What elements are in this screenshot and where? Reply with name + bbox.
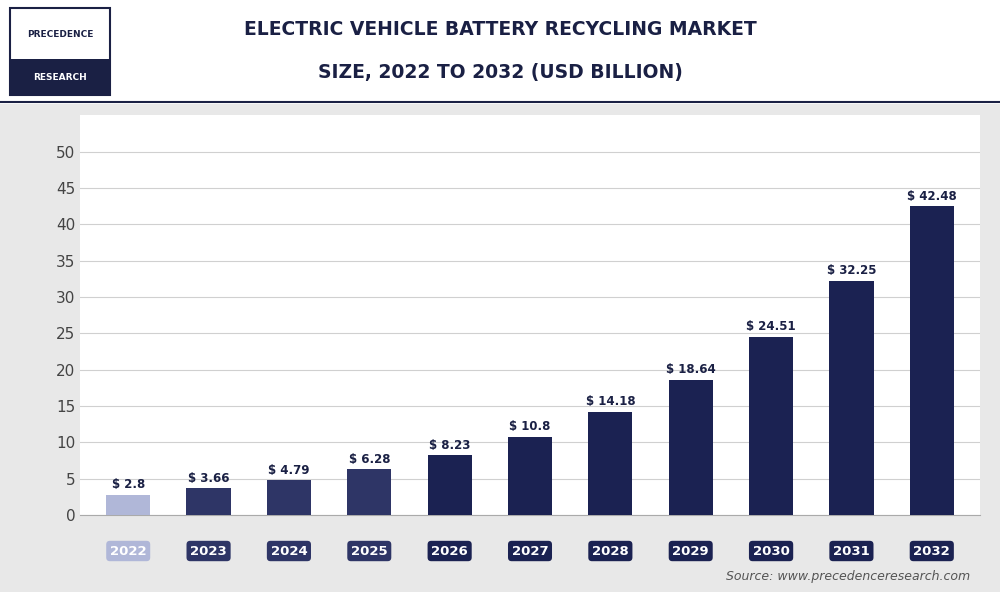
Bar [910, 207, 954, 515]
Text: 2030: 2030 [753, 545, 790, 558]
Bar [508, 436, 552, 515]
Text: 2024: 2024 [271, 545, 307, 558]
FancyBboxPatch shape [10, 8, 110, 95]
Bar [588, 412, 632, 515]
Text: $ 24.51: $ 24.51 [746, 320, 796, 333]
Bar [186, 488, 231, 515]
Text: $ 14.18: $ 14.18 [586, 395, 635, 408]
Bar [267, 480, 311, 515]
Text: 2022: 2022 [110, 545, 147, 558]
Text: 2029: 2029 [672, 545, 709, 558]
Text: 2032: 2032 [913, 545, 950, 558]
Bar [749, 337, 793, 515]
Text: 2027: 2027 [512, 545, 548, 558]
Text: 2023: 2023 [190, 545, 227, 558]
Bar [10, 59, 110, 95]
Text: PRECEDENCE: PRECEDENCE [27, 30, 93, 39]
Text: SIZE, 2022 TO 2032 (USD BILLION): SIZE, 2022 TO 2032 (USD BILLION) [318, 63, 682, 82]
Text: 2028: 2028 [592, 545, 629, 558]
Text: $ 6.28: $ 6.28 [349, 453, 390, 466]
Bar [829, 281, 874, 515]
Text: ELECTRIC VEHICLE BATTERY RECYCLING MARKET: ELECTRIC VEHICLE BATTERY RECYCLING MARKE… [244, 20, 756, 38]
Text: Source: www.precedenceresearch.com: Source: www.precedenceresearch.com [726, 570, 970, 583]
Bar [347, 469, 391, 515]
Text: 2031: 2031 [833, 545, 870, 558]
Text: $ 10.8: $ 10.8 [509, 420, 551, 433]
Text: $ 3.66: $ 3.66 [188, 472, 229, 485]
Text: $ 18.64: $ 18.64 [666, 363, 716, 376]
Text: $ 4.79: $ 4.79 [268, 464, 310, 477]
Text: $ 2.8: $ 2.8 [112, 478, 145, 491]
Text: $ 32.25: $ 32.25 [827, 264, 876, 277]
Text: 2025: 2025 [351, 545, 388, 558]
Text: $ 8.23: $ 8.23 [429, 439, 470, 452]
Text: RESEARCH: RESEARCH [33, 73, 87, 82]
Text: 2026: 2026 [431, 545, 468, 558]
Bar [428, 455, 472, 515]
Bar [106, 495, 150, 515]
Bar [669, 379, 713, 515]
Text: $ 42.48: $ 42.48 [907, 190, 957, 203]
